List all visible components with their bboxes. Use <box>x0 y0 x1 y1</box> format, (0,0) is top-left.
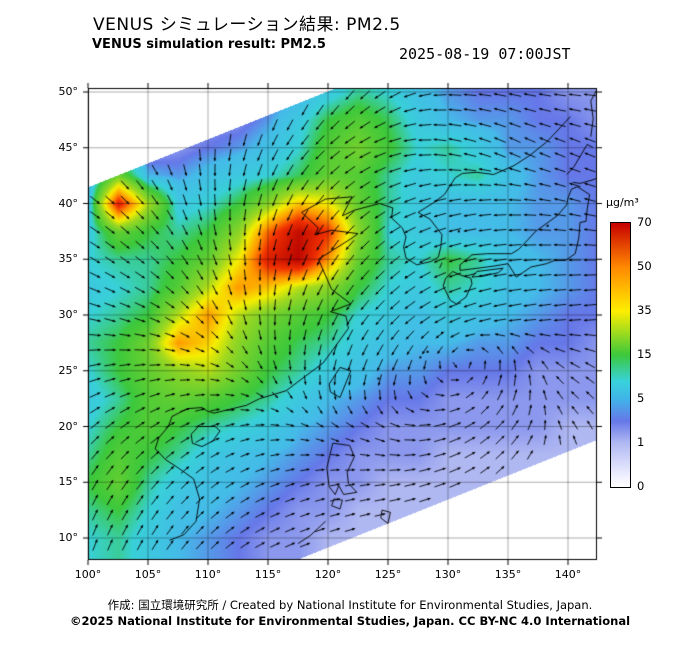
colorbar-tick-label: 15 <box>637 347 652 361</box>
colorbar-unit-label: µg/m³ <box>606 196 639 209</box>
datetime-label: 2025-08-19 07:00JST <box>399 45 571 63</box>
colorbar-tick-label: 35 <box>637 303 652 317</box>
colorbar: µg/m³ 70 50 35 15 5 1 0 <box>604 196 696 496</box>
colorbar-tick-label: 0 <box>637 479 645 493</box>
colorbar-tick-label: 70 <box>637 215 652 229</box>
colorbar-tick-label: 5 <box>637 391 645 405</box>
credit-line-2: ©2025 National Institute for Environment… <box>69 614 631 628</box>
title-en: VENUS simulation result: PM2.5 <box>92 37 326 52</box>
title-ja: VENUS シミュレーション結果: PM2.5 <box>93 15 401 35</box>
map-canvas <box>68 68 617 580</box>
colorbar-tick-label: 50 <box>637 259 652 273</box>
colorbar-tick-label: 1 <box>637 435 645 449</box>
credit-line-1: 作成: 国立環境研究所 / Created by National Instit… <box>107 598 593 612</box>
colorbar-gradient <box>610 222 631 488</box>
